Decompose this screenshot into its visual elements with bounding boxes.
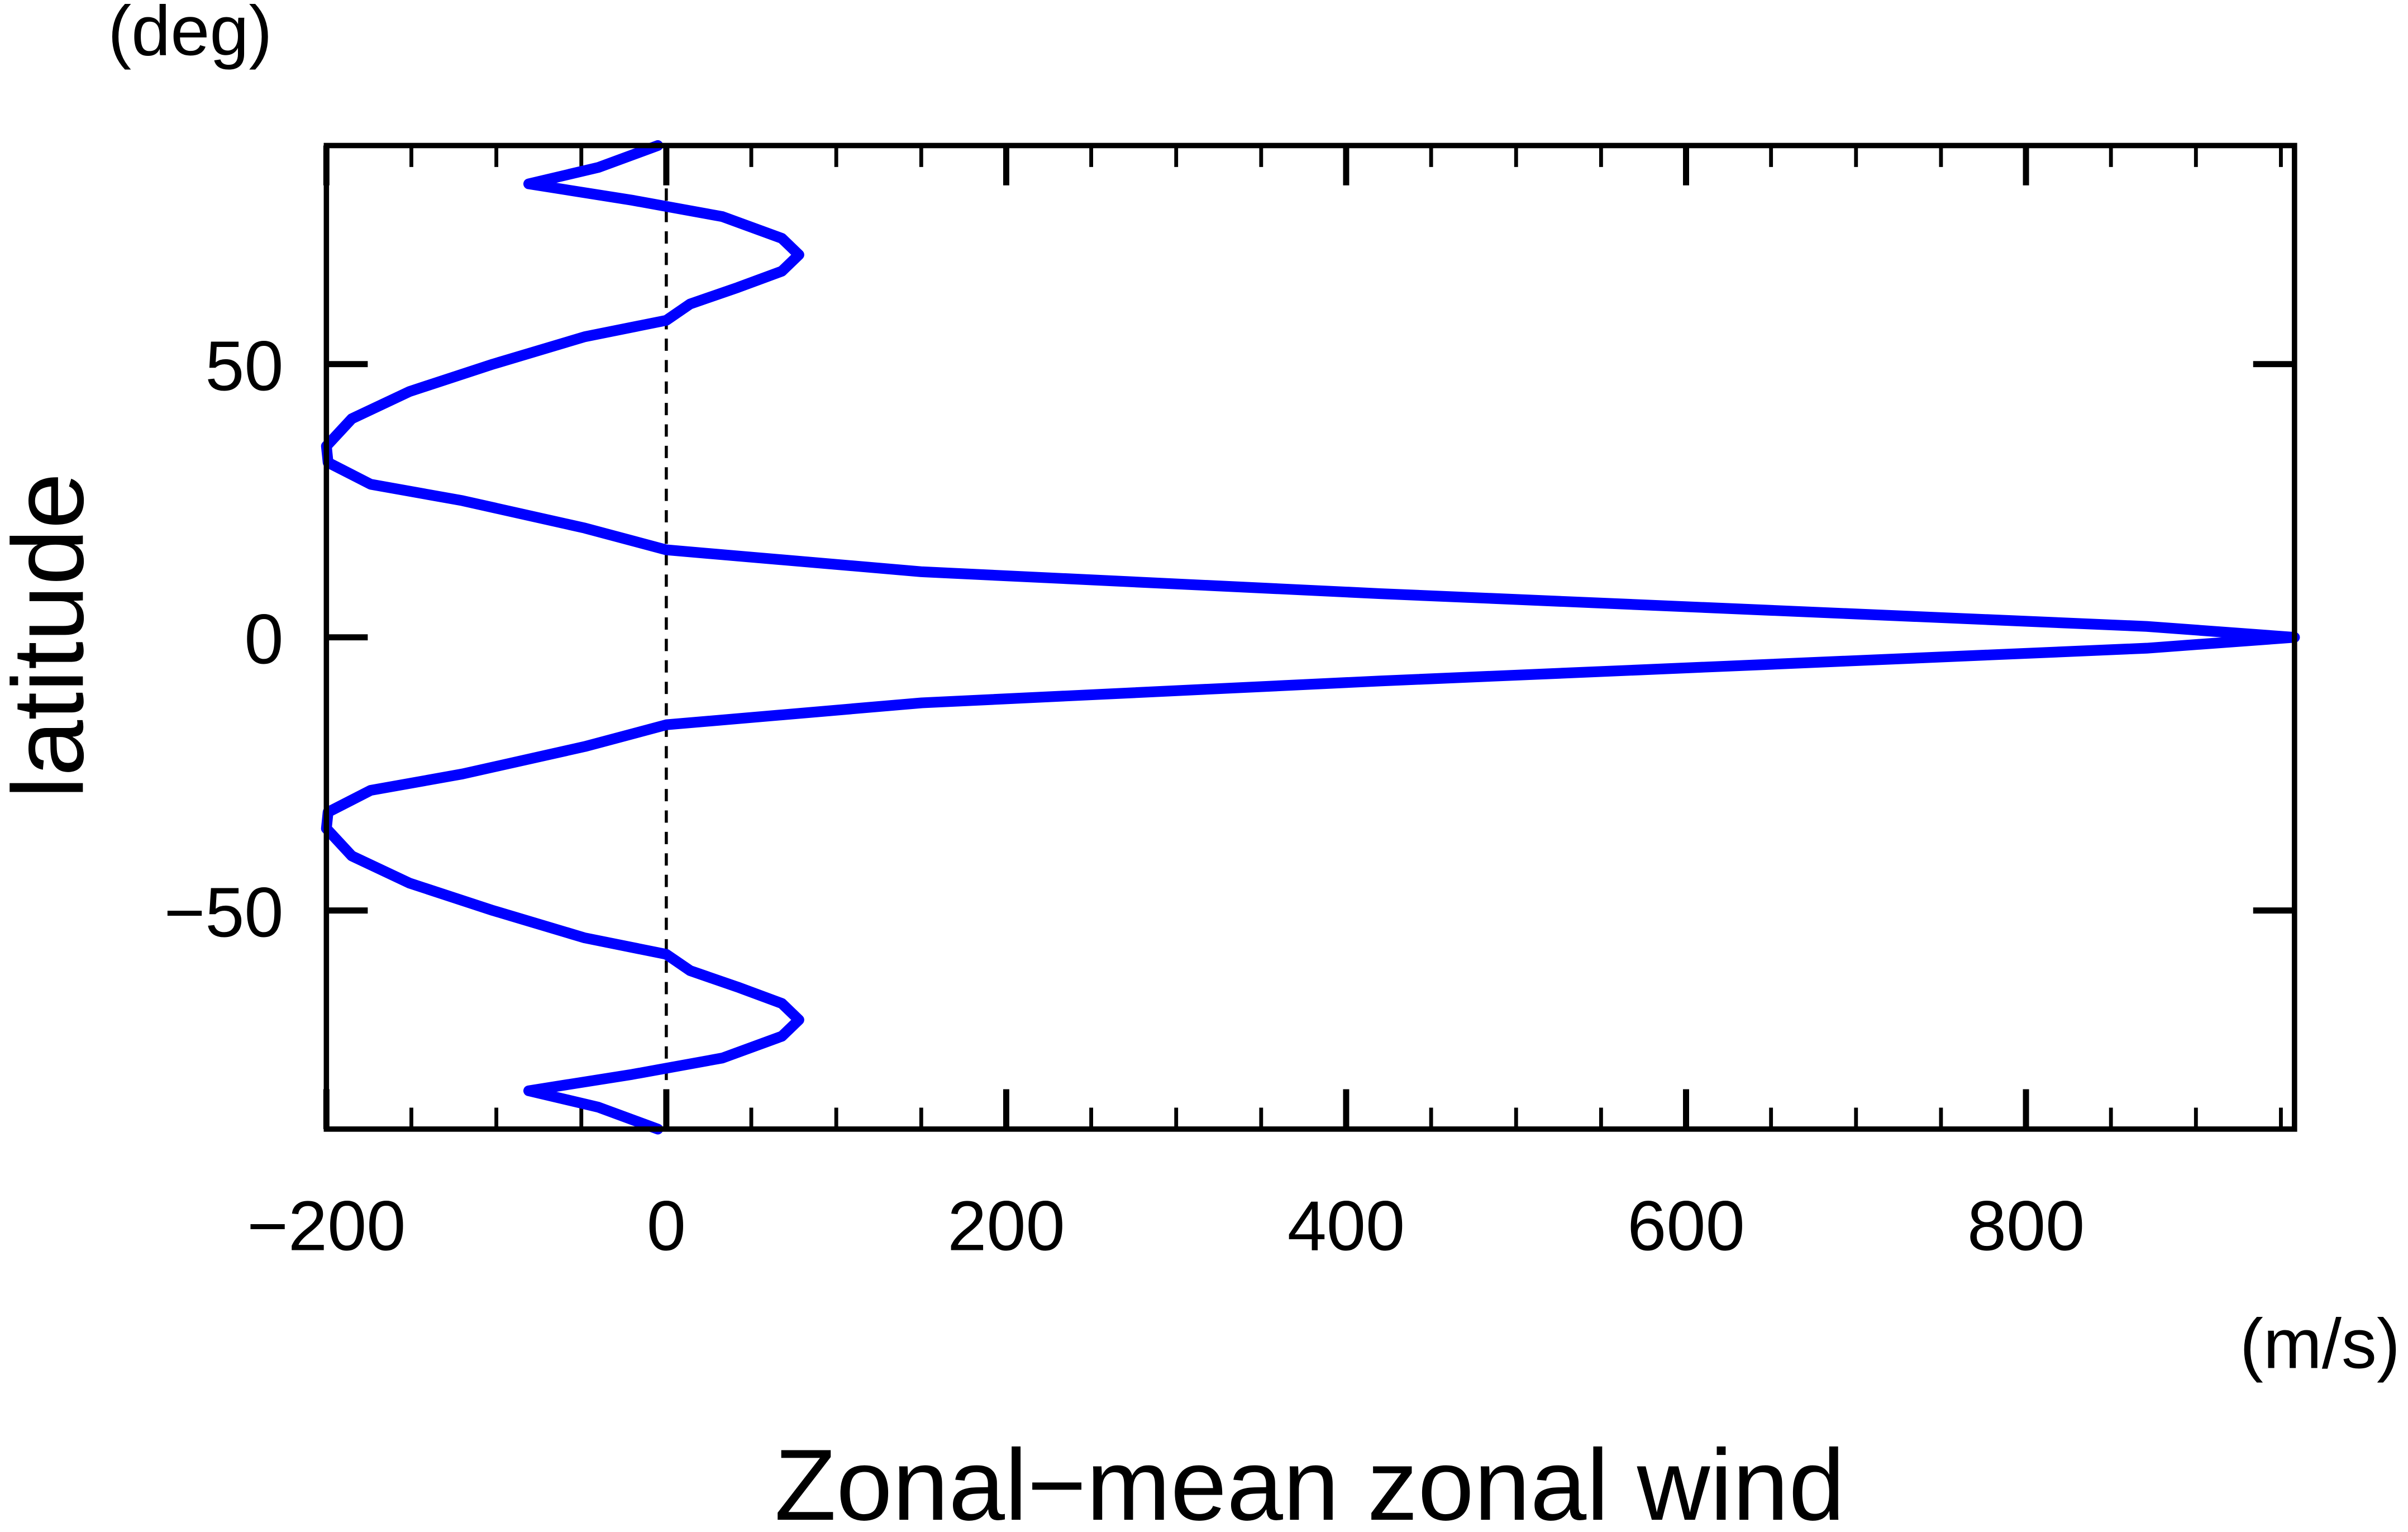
y-tick-label: −50 — [164, 873, 284, 951]
x-tick-label: 600 — [1627, 1186, 1744, 1265]
x-unit: (m/s) — [2240, 1305, 2400, 1383]
x-tick-label: −200 — [247, 1186, 406, 1265]
x-tick-label: 200 — [947, 1186, 1065, 1265]
x-tick-label: 400 — [1288, 1186, 1405, 1265]
y-axis-label: latitude — [0, 473, 104, 799]
x-tick-label: 0 — [647, 1186, 686, 1265]
y-unit: (deg) — [108, 0, 272, 70]
y-tick-label: 0 — [244, 600, 283, 678]
plot-frame — [323, 142, 2297, 1132]
x-axis-label: Zonal−mean zonal wind — [774, 1429, 1844, 1532]
y-tick-label: 50 — [205, 326, 283, 405]
series-line — [321, 140, 2300, 1135]
x-tick-label: 800 — [1967, 1186, 2085, 1265]
